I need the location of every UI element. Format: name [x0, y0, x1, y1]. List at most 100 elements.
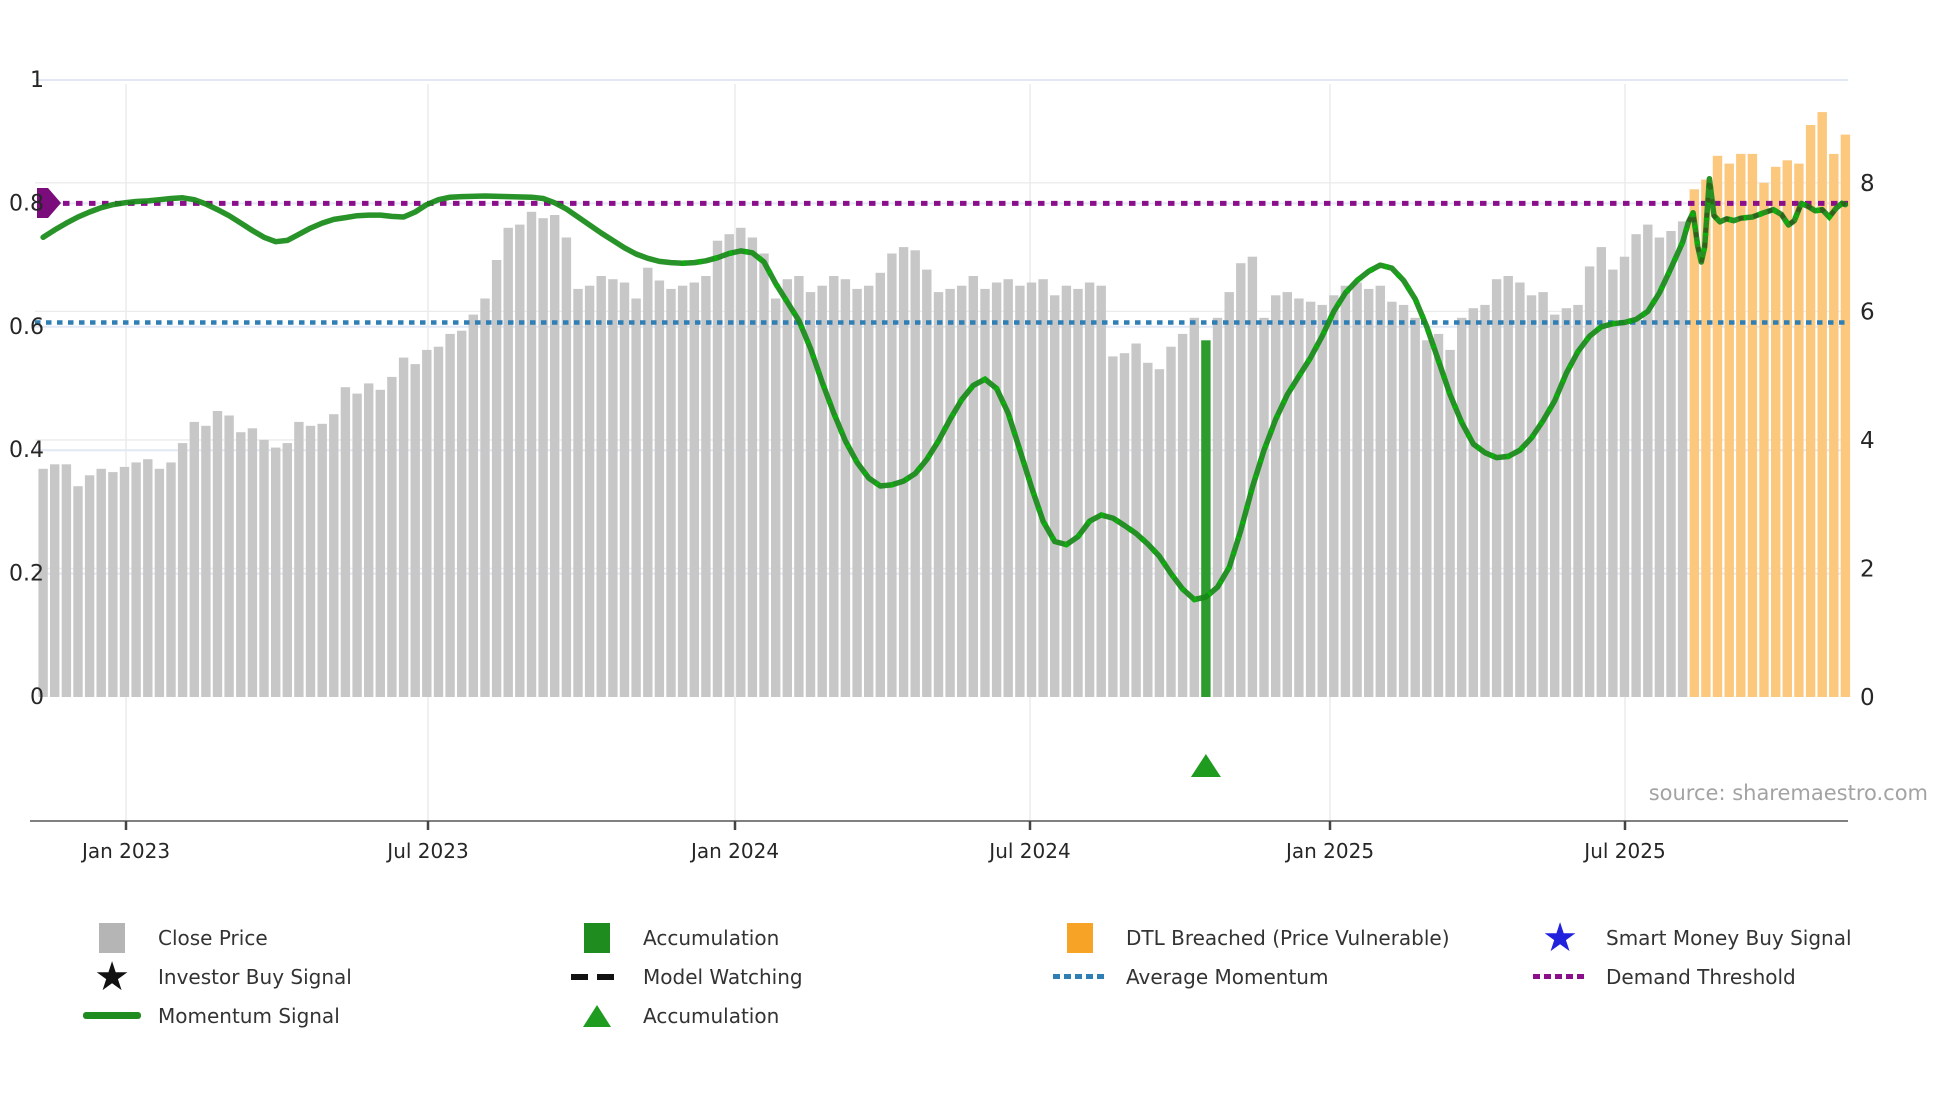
- price-bar: [50, 464, 60, 697]
- model-watching-dashes: [1686, 178, 1847, 263]
- price-bar: [526, 211, 537, 698]
- green-rect-swatch: [584, 922, 610, 953]
- price-bar: [829, 276, 839, 697]
- legend-item: Close Price: [80, 918, 352, 957]
- price-bar: [724, 234, 734, 697]
- price-bar: [503, 227, 513, 698]
- legend-item: ★ Smart Money Buy Signal: [1528, 918, 1852, 958]
- dtl-breached-bar: [1840, 134, 1851, 698]
- green-line-icon: [80, 1012, 144, 1019]
- accumulation-triangle-icon: [1190, 754, 1221, 777]
- price-bar: [282, 443, 292, 697]
- dtl-breached-bar: [1689, 189, 1699, 698]
- price-bar: [1224, 292, 1234, 697]
- price-bar: [980, 288, 990, 697]
- legend-item-label: Momentum Signal: [158, 1003, 340, 1028]
- price-bar: [294, 421, 304, 697]
- price-bar: [654, 280, 665, 697]
- price-bar: [1631, 234, 1641, 697]
- price-bar: [143, 459, 153, 697]
- price-bar: [352, 393, 362, 697]
- price-bar: [433, 346, 444, 697]
- y-right-tick-label: 2: [1860, 556, 1875, 582]
- price-bar: [1584, 266, 1595, 697]
- price-bar: [1654, 237, 1665, 697]
- dtl-breached-bar: [1747, 153, 1758, 697]
- price-bar: [759, 253, 769, 697]
- price-bar: [1468, 308, 1478, 697]
- dtl-breached-bar: [1829, 153, 1839, 697]
- price-bar: [108, 472, 118, 697]
- price-bar: [457, 330, 467, 697]
- y-right-tick-label: 8: [1860, 171, 1875, 197]
- legend-item-label: Smart Money Buy Signal: [1606, 925, 1852, 950]
- source-credit: source: sharemaestro.com: [1649, 781, 1928, 805]
- price-bar: [631, 298, 641, 697]
- legend-item: Average Momentum: [1048, 957, 1450, 996]
- price-bar: [968, 276, 978, 697]
- price-bar: [398, 357, 409, 697]
- price-bar: [1073, 288, 1083, 697]
- price-bar: [1143, 362, 1153, 697]
- legend-item-label: Model Watching: [643, 964, 803, 989]
- price-bar: [701, 276, 711, 697]
- price-bar: [1189, 317, 1199, 697]
- dtl-breached-bar: [1736, 153, 1746, 697]
- price-bar: [189, 421, 199, 697]
- legend-item: Demand Threshold: [1528, 957, 1852, 996]
- price-bar: [375, 389, 385, 697]
- price-bar: [1410, 317, 1420, 697]
- price-bar: [1236, 263, 1246, 697]
- price-bar: [422, 349, 432, 697]
- price-bar: [1096, 285, 1106, 697]
- price-bar: [887, 253, 897, 697]
- price-bar: [1317, 304, 1327, 697]
- price-bar: [154, 468, 165, 697]
- price-bar: [794, 276, 804, 697]
- legend-item: Momentum Signal: [80, 996, 352, 1035]
- y-right-tick-label: 6: [1860, 299, 1875, 325]
- price-bar: [1282, 292, 1292, 697]
- legend-item-label: Investor Buy Signal: [158, 964, 352, 989]
- price-bar: [1457, 317, 1467, 697]
- price-bar: [1526, 295, 1537, 697]
- price-bar: [991, 282, 1002, 697]
- price-bar: [271, 447, 281, 697]
- legend-column-4: ★ Smart Money Buy Signal Demand Threshold: [1528, 918, 1852, 996]
- price-bar: [73, 486, 83, 697]
- dtl-breached-bar: [1712, 155, 1723, 698]
- demand-threshold-marker-icon: [37, 188, 61, 218]
- price-bar: [410, 364, 420, 697]
- price-bar: [852, 288, 862, 697]
- price-bar: [1491, 279, 1502, 697]
- price-bar: [96, 468, 106, 697]
- price-bar: [550, 215, 560, 697]
- dtl-breached-bar: [1805, 125, 1816, 697]
- price-bar: [805, 292, 816, 697]
- price-bar: [666, 288, 676, 697]
- close-price-bars: [38, 112, 1851, 698]
- price-bar: [1398, 304, 1409, 697]
- legend-column-2: Accumulation Model Watching Accumulation: [565, 918, 803, 1035]
- price-bar: [1480, 304, 1490, 697]
- price-bar: [689, 282, 699, 697]
- y-right-tick-label: 4: [1860, 428, 1875, 454]
- blue-dotted-swatch: [1052, 974, 1108, 979]
- price-bar: [945, 288, 955, 697]
- price-bar: [480, 298, 490, 697]
- price-bar: [643, 267, 653, 697]
- price-bar: [840, 279, 851, 697]
- legend-item-label: Demand Threshold: [1606, 964, 1796, 989]
- price-bar: [1259, 317, 1269, 697]
- y-left-tick-label: 1: [30, 68, 44, 93]
- price-bar: [38, 468, 48, 697]
- price-bar: [1422, 340, 1432, 697]
- price-bar: [1515, 282, 1525, 697]
- price-bar: [747, 237, 758, 697]
- price-bar: [1387, 301, 1397, 697]
- dtl-breached-bar: [1759, 182, 1769, 698]
- legend-item-label: Accumulation: [643, 925, 780, 950]
- price-bar: [1433, 333, 1444, 697]
- legend-item: Model Watching: [565, 957, 803, 996]
